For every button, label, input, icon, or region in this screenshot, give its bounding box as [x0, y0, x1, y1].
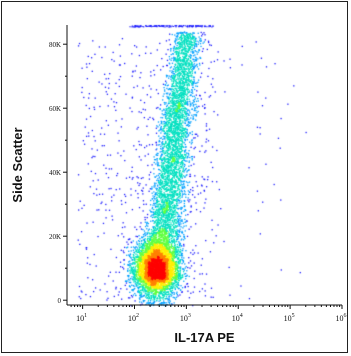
x-tick-label: 105	[284, 313, 295, 323]
y-tick-label: 20K	[49, 233, 61, 241]
x-tick-label: 101	[76, 313, 87, 323]
axes-layer	[66, 25, 342, 306]
x-tick-label: 103	[180, 313, 191, 323]
x-tick-label: 104	[232, 313, 243, 323]
x-tick-label: 106	[336, 313, 347, 323]
y-tick-label: 0	[58, 297, 62, 305]
x-tick-label: 102	[128, 313, 139, 323]
y-tick-label: 40K	[49, 169, 61, 177]
y-axis-title: Side Scatter	[10, 127, 25, 202]
y-tick-label: 80K	[49, 41, 61, 49]
y-tick-label: 60K	[49, 105, 61, 113]
x-axis-title: IL-17A PE	[174, 330, 235, 345]
x-ticks: 101 102 103 104 105 106	[70, 305, 347, 323]
y-ticks: 0 20K 40K 60K 80K	[49, 41, 67, 305]
